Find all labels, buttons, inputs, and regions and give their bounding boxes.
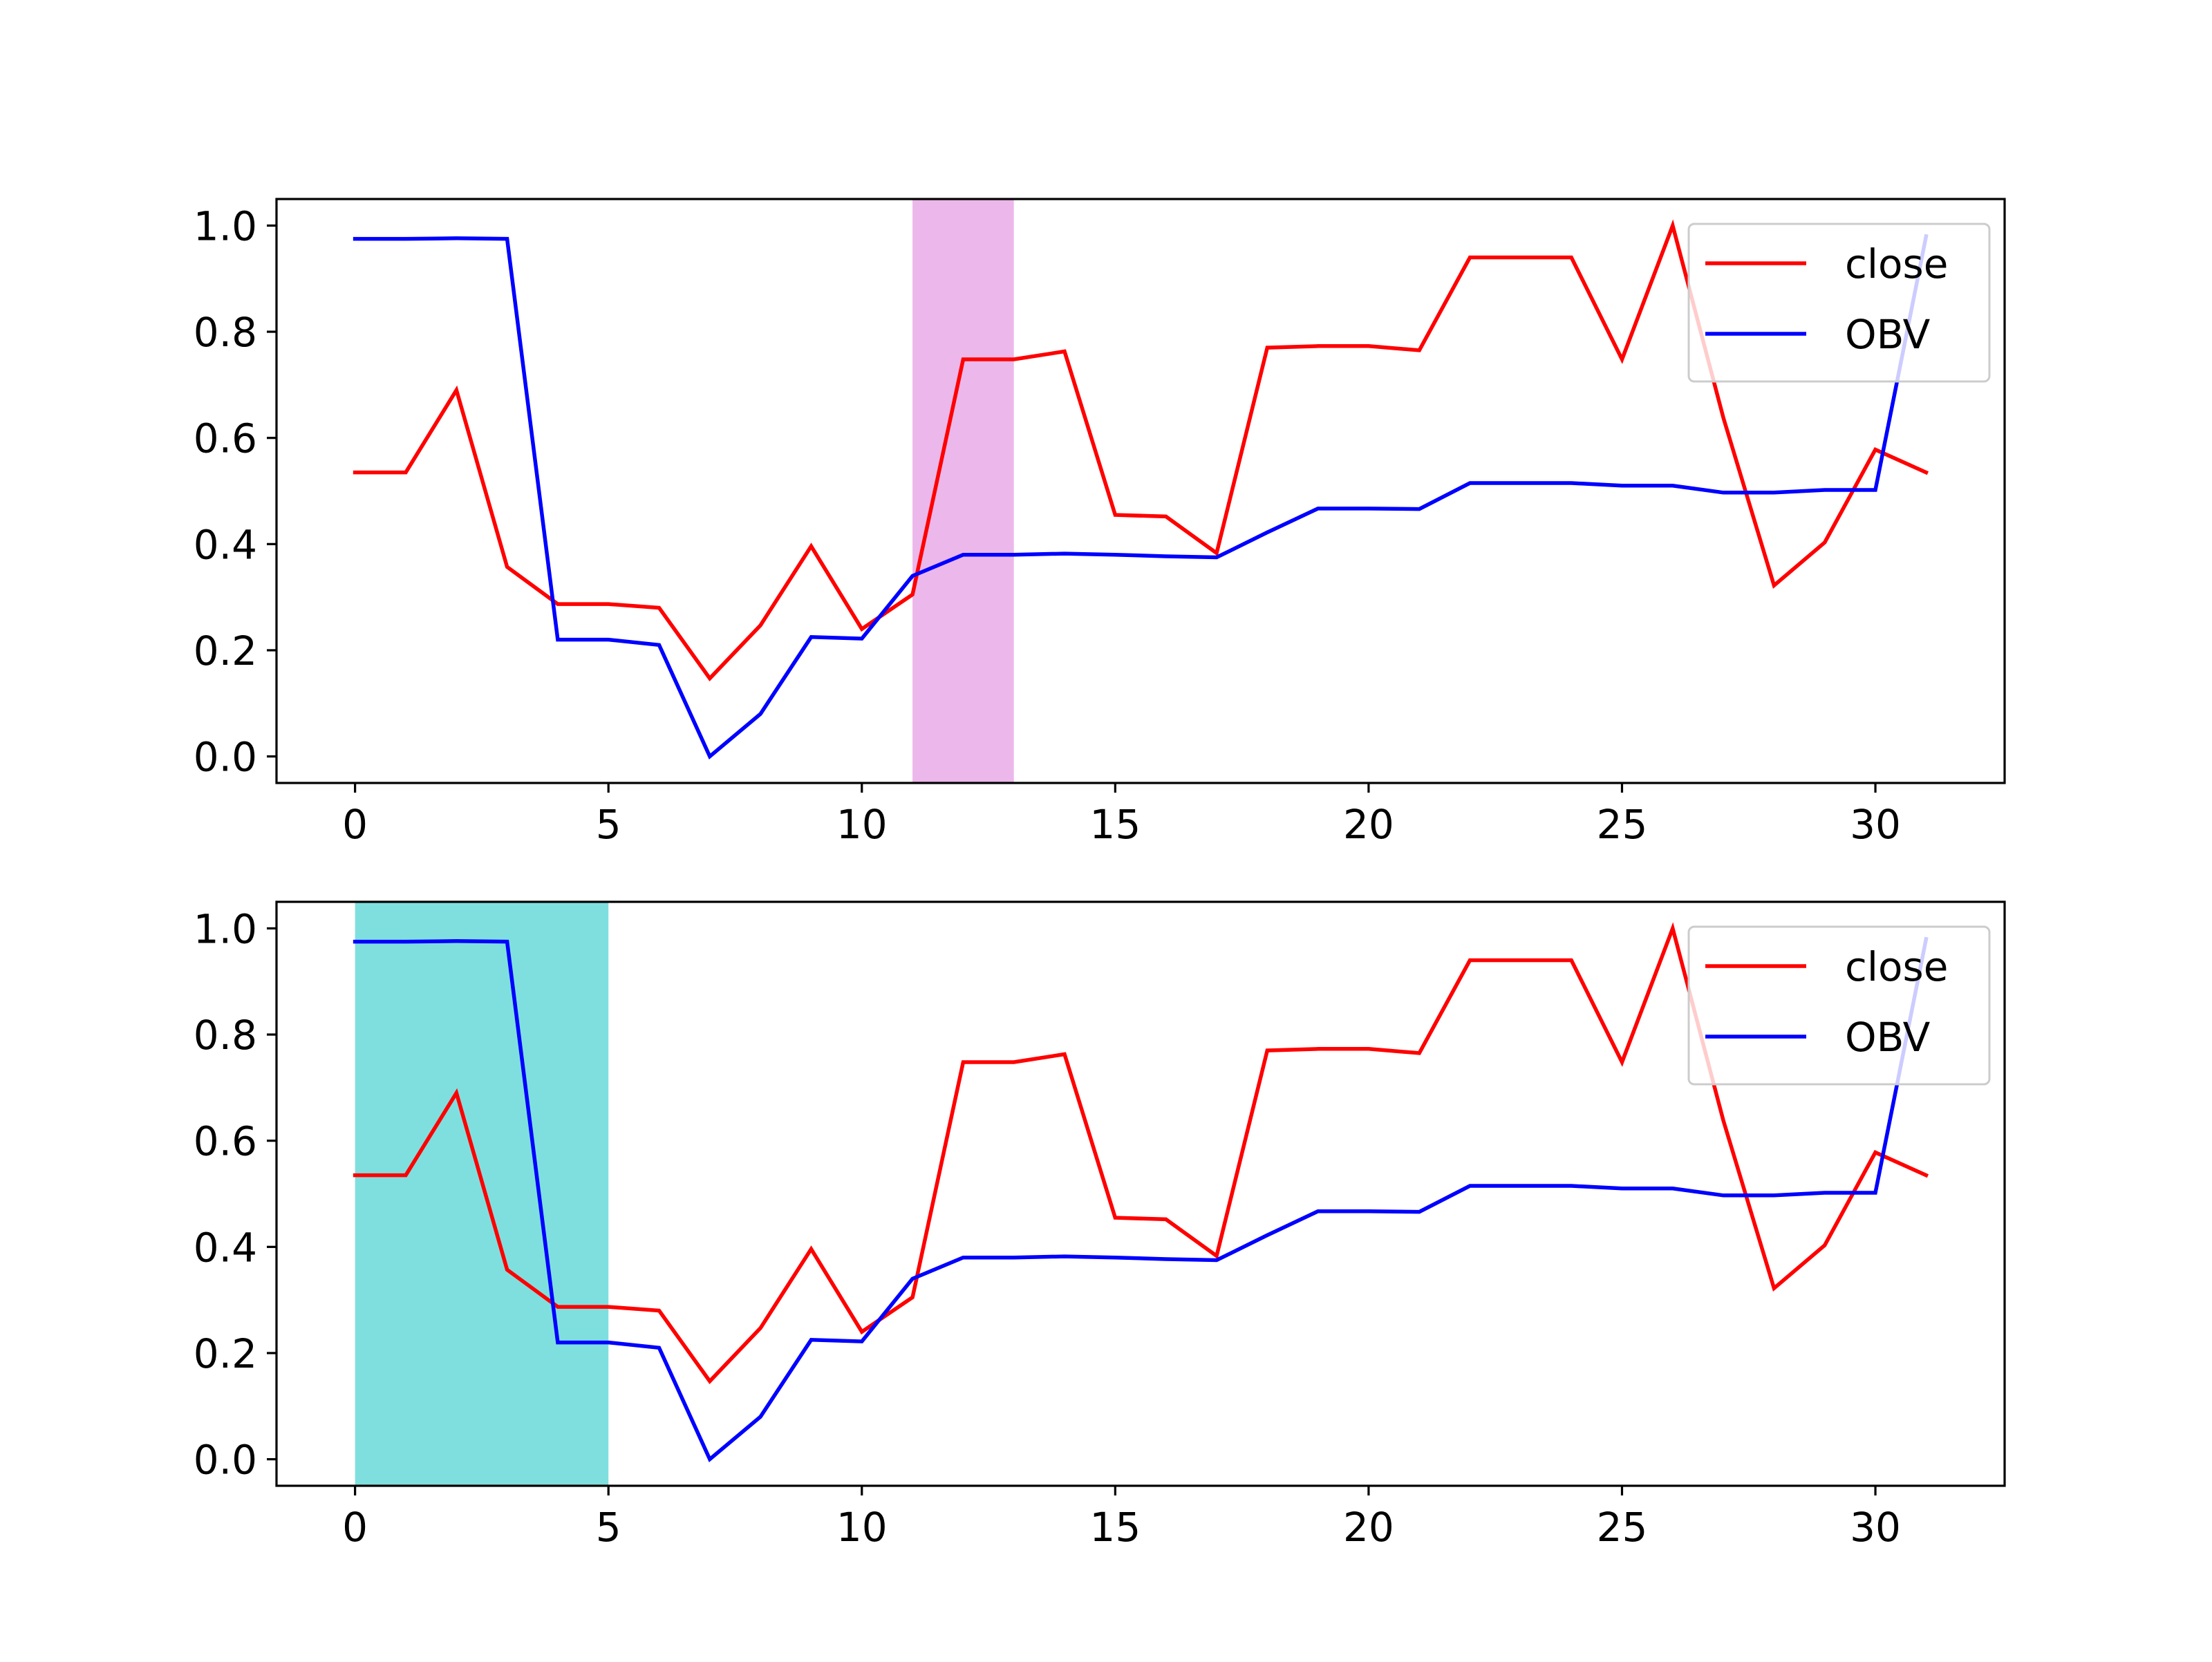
x-tick-label: 5 [596, 1504, 621, 1551]
y-tick-label: 0.4 [194, 1224, 257, 1271]
y-tick-label: 0.8 [194, 1012, 257, 1059]
x-tick-label: 5 [596, 801, 621, 848]
y-tick-label: 0.6 [194, 415, 257, 462]
y-tick-label: 0.8 [194, 309, 257, 356]
x-tick-label: 25 [1597, 801, 1648, 848]
x-tick-label: 20 [1343, 1504, 1394, 1551]
series-line-obv [353, 936, 1929, 1463]
y-tick-label: 1.0 [194, 905, 257, 952]
y-tick-label: 0.0 [194, 734, 257, 781]
x-tick-label: 0 [342, 1504, 368, 1551]
y-tick-label: 0.4 [194, 521, 257, 568]
subplot-2: 0 5 10 15 20 25 30 0.0 0.2 0.4 0.6 0.8 1.0 close OBV [194, 900, 2006, 1551]
x-tick-label: 20 [1343, 801, 1394, 848]
x-tick-label: 10 [836, 1504, 888, 1551]
legend-label-obv: OBV [1845, 311, 1931, 358]
axes-frame [275, 198, 2006, 784]
y-tick-label: 0.6 [194, 1118, 257, 1165]
legend: close OBV [1687, 925, 1991, 1086]
legend-label-close: close [1845, 240, 1948, 287]
y-tick-label: 1.0 [194, 202, 257, 249]
y-tick-label: 0.2 [194, 1330, 257, 1377]
series-line-close [353, 219, 1929, 681]
x-tick-label: 30 [1850, 801, 1901, 848]
legend-label-close: close [1845, 943, 1948, 990]
series-line-obv [353, 234, 1929, 760]
x-tick-label: 15 [1089, 801, 1141, 848]
x-tick-label: 15 [1089, 1504, 1141, 1551]
plot-lines [353, 219, 1929, 760]
y-tick-label: 0.2 [194, 627, 257, 674]
x-tick-label: 0 [342, 801, 368, 848]
highlight-span [355, 902, 609, 1486]
plot-lines [353, 922, 1929, 1463]
legend-label-obv: OBV [1845, 1014, 1931, 1061]
subplot-1: 0 5 10 15 20 25 30 0.0 0.2 0.4 0.6 0.8 1.0 close OBV [194, 198, 2006, 848]
x-tick-label: 25 [1597, 1504, 1648, 1551]
legend: close OBV [1687, 223, 1991, 383]
y-tick-label: 0.0 [194, 1437, 257, 1484]
axes-frame [275, 900, 2006, 1487]
x-tick-label: 30 [1850, 1504, 1901, 1551]
series-line-close [353, 922, 1929, 1385]
x-tick-label: 10 [836, 801, 888, 848]
highlight-span [912, 199, 1014, 783]
